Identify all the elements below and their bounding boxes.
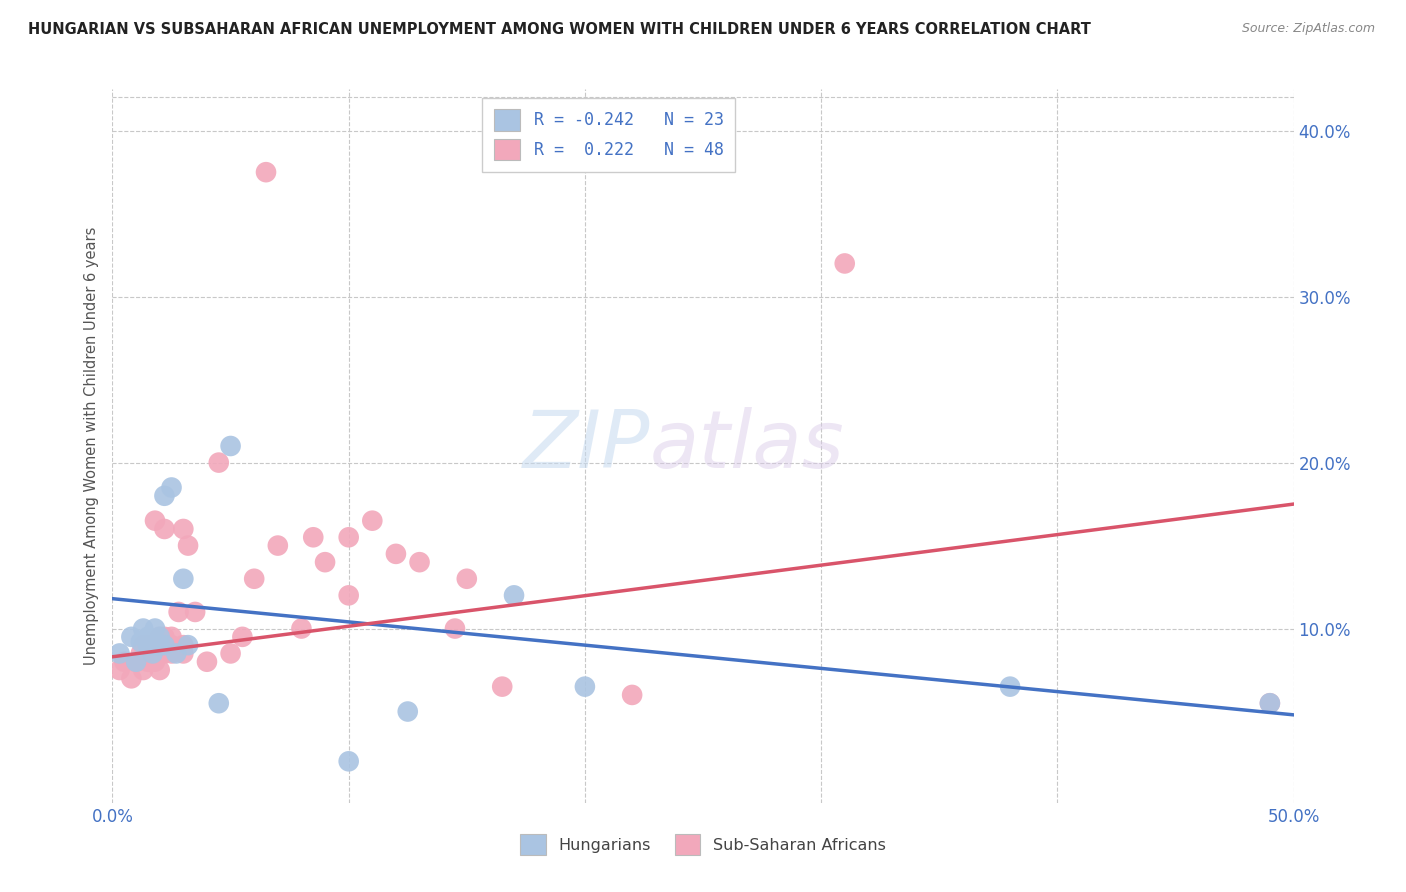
Point [120,630,142,644]
Point [153,489,176,503]
Point [491,680,513,694]
Point [254,165,277,179]
Point [143,622,166,636]
Point [219,439,242,453]
Legend: Hungarians, Sub-Saharan Africans: Hungarians, Sub-Saharan Africans [509,823,897,866]
Point [125,655,148,669]
Point [132,638,155,652]
Point [172,572,194,586]
Point [142,647,165,661]
Point [444,622,467,636]
Point [208,456,231,470]
Text: Source: ZipAtlas.com: Source: ZipAtlas.com [1241,22,1375,36]
Point [136,655,159,669]
Point [160,481,183,495]
Point [396,705,419,719]
Point [337,754,360,768]
Point [129,647,152,661]
Point [172,647,194,661]
Point [153,647,176,661]
Point [149,630,172,644]
Point [195,655,218,669]
Point [149,663,172,677]
Point [408,555,430,569]
Y-axis label: Unemployment Among Women with Children Under 6 years: Unemployment Among Women with Children U… [84,227,100,665]
Point [153,522,176,536]
Point [143,514,166,528]
Point [120,671,142,685]
Point [143,638,166,652]
Point [160,630,183,644]
Point [361,514,384,528]
Point [149,638,172,652]
Point [142,647,165,661]
Point [177,638,200,652]
Point [231,630,253,644]
Point [153,638,176,652]
Point [129,635,152,649]
Point [172,522,194,536]
Point [112,655,135,669]
Text: atlas: atlas [650,407,845,485]
Point [167,605,190,619]
Point [834,256,856,270]
Point [136,638,159,652]
Point [153,630,176,644]
Point [621,688,644,702]
Point [136,630,159,644]
Point [132,622,155,636]
Point [143,638,166,652]
Point [337,530,360,544]
Point [503,588,526,602]
Text: ZIP: ZIP [523,407,650,485]
Point [149,638,172,652]
Point [132,663,155,677]
Point [184,605,207,619]
Point [1258,696,1281,710]
Point [208,696,231,710]
Point [177,539,200,553]
Point [108,647,131,661]
Point [160,647,183,661]
Point [149,630,172,644]
Point [143,655,166,669]
Point [125,655,148,669]
Point [998,680,1021,694]
Text: HUNGARIAN VS SUBSAHARAN AFRICAN UNEMPLOYMENT AMONG WOMEN WITH CHILDREN UNDER 6 Y: HUNGARIAN VS SUBSAHARAN AFRICAN UNEMPLOY… [28,22,1091,37]
Point [385,547,408,561]
Point [574,680,596,694]
Point [290,622,312,636]
Point [267,539,290,553]
Point [136,638,159,652]
Point [314,555,336,569]
Point [456,572,478,586]
Point [243,572,266,586]
Point [219,647,242,661]
Point [172,638,194,652]
Point [337,588,360,602]
Point [108,663,131,677]
Point [1258,696,1281,710]
Point [160,638,183,652]
Point [153,638,176,652]
Point [165,647,187,661]
Point [302,530,325,544]
